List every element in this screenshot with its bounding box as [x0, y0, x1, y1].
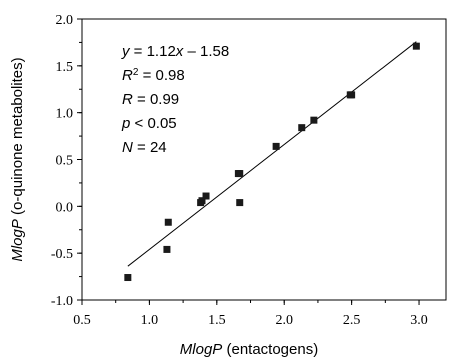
data-points: [124, 42, 420, 282]
y-tick-label: -0.5: [51, 247, 73, 262]
x-tick-label: 1.0: [141, 313, 159, 328]
data-point: [236, 170, 244, 178]
data-point: [348, 91, 356, 99]
y-tick-label: 1.0: [56, 107, 74, 122]
data-point: [202, 192, 210, 200]
data-point: [124, 274, 132, 282]
y-tick-label: -1.0: [51, 294, 73, 309]
data-point: [310, 116, 318, 124]
x-tick-label: 0.5: [73, 313, 91, 328]
data-point: [164, 218, 172, 226]
y-tick-label: 2.0: [56, 13, 74, 28]
data-point: [198, 197, 206, 205]
y-axis-title: MlogP (o-quinone metabolites): [9, 57, 26, 261]
data-point: [298, 124, 306, 132]
data-point: [272, 142, 280, 150]
annotation-line: N = 24: [122, 139, 167, 156]
regression-line: [127, 41, 417, 267]
annotation-line: p < 0.05: [121, 115, 177, 132]
annotation-line: R2 = 0.98: [122, 67, 185, 85]
annotation-line: R = 0.99: [122, 91, 179, 108]
y-tick-label: 0.5: [56, 154, 74, 169]
x-tick-label: 1.5: [208, 313, 226, 328]
annotation-block: y = 1.12x – 1.58 R2 = 0.98 R = 0.99 p < 0.0…: [121, 43, 229, 156]
x-tick-label: 2.0: [275, 313, 293, 328]
x-axis-title: MlogP (entactogens): [180, 341, 318, 358]
x-tick-label: 3.0: [410, 313, 428, 328]
tick-marks: 0.5 1.0 1.5 2.0 2.5 3.0 -1.0 -0.5 0.0 0.5 1.0 1.5 2.…: [51, 13, 428, 328]
data-point: [412, 42, 420, 50]
data-point: [236, 199, 244, 207]
x-tick-label: 2.5: [343, 313, 361, 328]
annotation-line: y = 1.12x – 1.58: [121, 43, 229, 60]
y-tick-label: 1.5: [56, 60, 74, 75]
regression-line-group: [127, 41, 417, 267]
data-point: [163, 245, 171, 253]
y-tick-label: 0.0: [56, 200, 74, 215]
axis-titles: MlogP (entactogens) MlogP (o-quinone meta…: [9, 57, 318, 358]
